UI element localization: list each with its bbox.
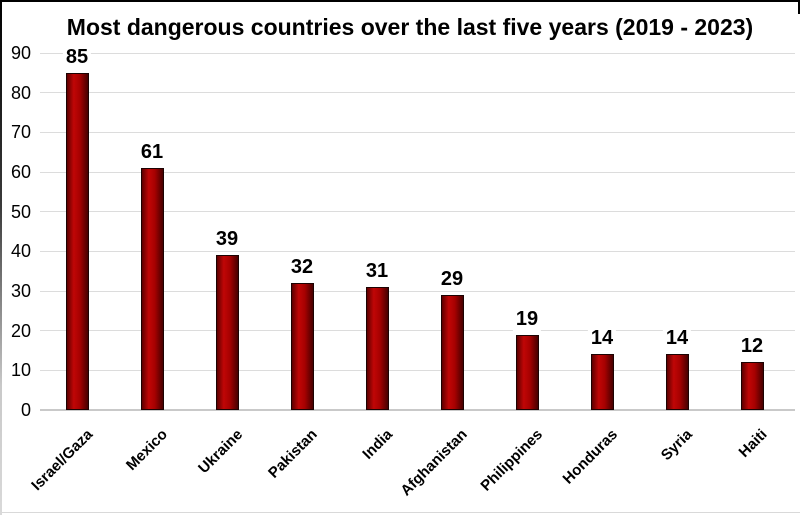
x-axis-label-ukraine: Ukraine	[195, 426, 247, 477]
y-axis-tick-30: 30	[10, 281, 31, 301]
bar-haiti	[740, 362, 764, 410]
value-label-haiti: 12	[737, 334, 767, 359]
screenshot-right-border	[798, 0, 800, 14]
y-axis-tick-0: 0	[20, 400, 31, 420]
gridline-y-60	[40, 171, 795, 173]
y-axis-tick-20: 20	[10, 320, 31, 341]
value-label-israel-gaza: 85	[62, 44, 92, 69]
bar-mexico	[140, 168, 164, 410]
x-axis-label-philippines: Philippines	[477, 426, 547, 495]
screenshot-left-border	[0, 0, 2, 515]
y-axis-tick-50: 50	[10, 201, 31, 222]
bar-honduras	[590, 354, 614, 410]
bar-syria	[665, 354, 689, 410]
x-axis-label-afghanistan: Afghanistan	[397, 426, 472, 500]
x-axis-label-india: India	[359, 426, 397, 463]
chart-title: Most dangerous countries over the last f…	[66, 14, 754, 40]
x-axis-label-syria: Syria	[658, 426, 697, 464]
x-axis-line	[40, 409, 795, 411]
y-axis-tick-80: 80	[10, 82, 31, 103]
value-label-philippines: 19	[512, 306, 542, 331]
value-label-pakistan: 32	[287, 255, 317, 280]
value-label-mexico: 61	[137, 140, 167, 165]
gridline-y-80	[40, 92, 795, 94]
gridline-y-40	[40, 250, 795, 252]
chart-bottom-border	[0, 512, 800, 513]
y-axis-tick-10: 10	[10, 360, 31, 381]
x-axis-label-honduras: Honduras	[559, 426, 622, 488]
bar-israel-gaza	[65, 72, 89, 410]
value-label-afghanistan: 29	[437, 266, 467, 291]
bar-india	[365, 287, 389, 410]
bar-afghanistan	[440, 294, 464, 410]
gridline-y-70	[40, 131, 795, 133]
x-axis-label-mexico: Mexico	[123, 426, 172, 474]
y-axis-tick-40: 40	[10, 241, 31, 262]
value-label-ukraine: 39	[212, 227, 242, 252]
y-axis-tick-60: 60	[10, 162, 31, 182]
value-label-syria: 14	[662, 326, 692, 351]
gridline-y-30	[40, 290, 795, 292]
value-label-india: 31	[362, 259, 392, 284]
gridline-y-20	[40, 330, 795, 332]
bar-philippines	[515, 334, 539, 410]
gridline-y-50	[40, 211, 795, 213]
gridline-y-90	[40, 52, 795, 54]
y-axis-tick-90: 90	[10, 43, 31, 63]
gridline-y-10	[40, 369, 795, 371]
value-label-honduras: 14	[587, 326, 617, 351]
x-axis-label-haiti: Haiti	[736, 426, 772, 462]
x-axis-label-pakistan: Pakistan	[265, 426, 322, 482]
screenshot-top-border	[0, 0, 800, 2]
y-axis-tick-70: 70	[10, 122, 31, 143]
bar-pakistan	[290, 283, 314, 410]
x-axis-label-israel-gaza: Israel/Gaza	[27, 426, 97, 495]
bar-ukraine	[215, 255, 239, 410]
